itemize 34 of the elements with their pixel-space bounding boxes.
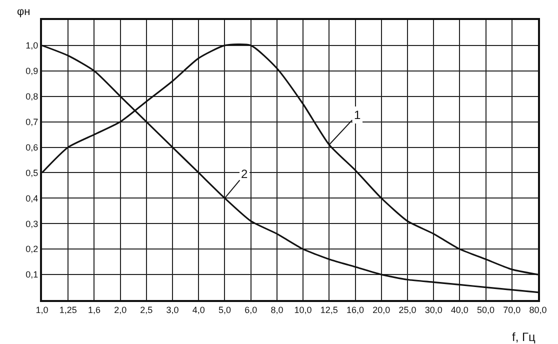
x-tick-label: 80,0	[529, 304, 547, 315]
y-tick-label: 0,3	[26, 218, 38, 229]
annotation: 2	[241, 167, 248, 181]
x-tick-label: 5,0	[218, 304, 231, 315]
y-tick-label: 0,6	[26, 142, 38, 152]
x-tick-label: 6,0	[244, 304, 258, 315]
x-tick-label: 10,0	[294, 304, 312, 315]
y-tick-label: 0,5	[26, 168, 38, 178]
x-tick-label: 40,0	[450, 304, 468, 315]
x-tick-label: 4,0	[192, 304, 205, 315]
x-tick-label: 16,0	[346, 304, 364, 315]
x-tick-label: 2,0	[114, 304, 127, 315]
x-tick-label: 1,6	[88, 304, 100, 315]
x-tick-label: 12,5	[320, 304, 338, 315]
x-tick-label: 2,5	[140, 304, 153, 315]
y-tick-label: 0,9	[26, 66, 38, 76]
x-tick-label: 25,0	[398, 304, 416, 315]
x-axis-title: f, Гц	[512, 330, 536, 344]
x-tick-label: 70,0	[503, 304, 521, 315]
x-tick-label: 8,0	[270, 304, 284, 315]
y-tick-label: 0,2	[26, 244, 38, 254]
x-tick-label: 1,0	[36, 304, 48, 315]
y-tick-label: 0,1	[26, 270, 38, 280]
y-axis-title: φн	[17, 6, 30, 18]
y-tick-label: 1,0	[26, 40, 38, 51]
y-tick-label: 0,4	[26, 193, 38, 204]
y-tick-label: 0,8	[26, 92, 38, 102]
x-tick-label: 30,0	[424, 304, 442, 315]
x-tick-label: 20,0	[372, 304, 390, 315]
x-tick-label: 1,25	[59, 304, 77, 315]
y-tick-label: 0,7	[26, 116, 38, 127]
annotation: 1	[354, 108, 361, 122]
x-tick-label: 3,0	[166, 304, 179, 315]
x-tick-label: 50,0	[477, 304, 495, 315]
